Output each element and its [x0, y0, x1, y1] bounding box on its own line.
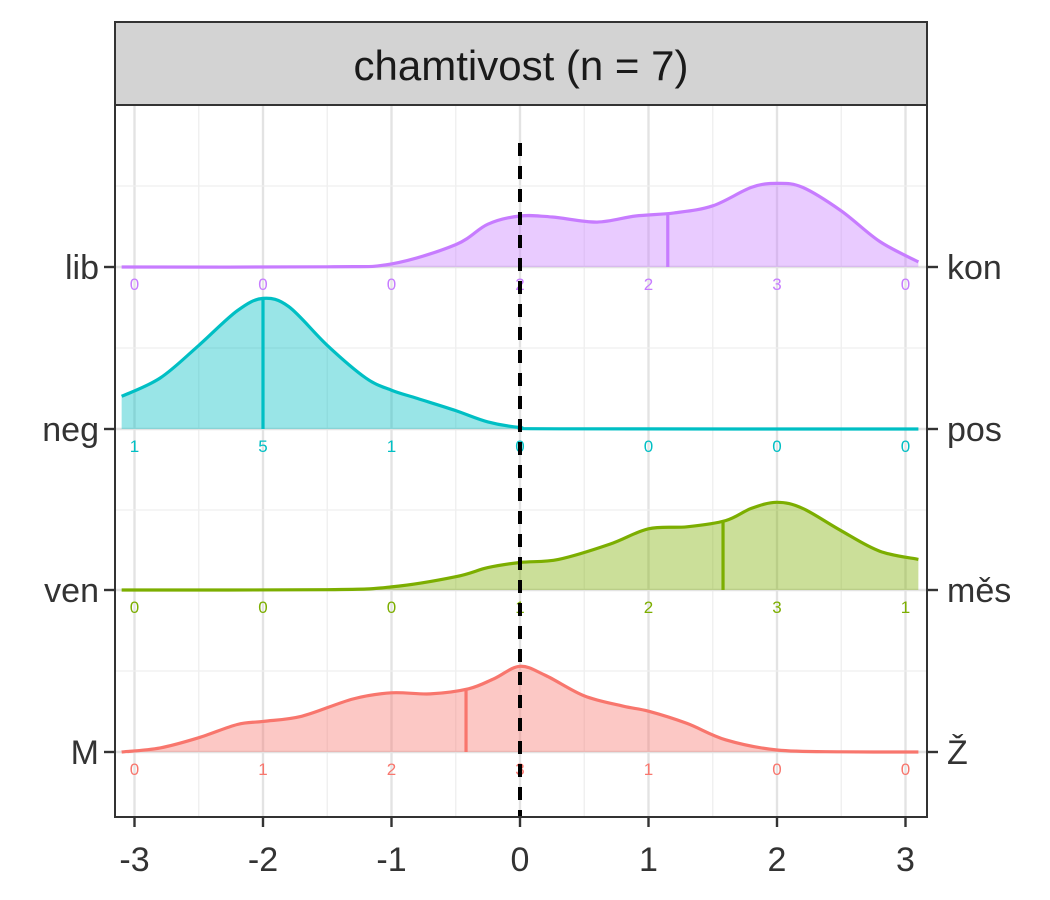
count-label: 0	[387, 275, 396, 294]
y-label-left: neg	[42, 411, 99, 449]
x-tick-label: -2	[248, 841, 278, 879]
ridge-lib: 0002230	[121, 181, 920, 294]
y-label-right: pos	[947, 411, 1002, 449]
density-curve	[121, 500, 919, 592]
density-area	[121, 666, 919, 753]
count-label: 0	[772, 437, 781, 456]
y-label-right: Ž	[947, 734, 968, 772]
x-tick-label: 0	[511, 841, 530, 879]
count-label: 1	[644, 760, 653, 779]
count-label: 0	[901, 760, 910, 779]
x-tick-label: 3	[896, 841, 915, 879]
count-label: 2	[387, 760, 396, 779]
x-tick-label: -3	[119, 841, 149, 879]
count-label: 0	[387, 598, 396, 617]
x-tick-label: 1	[639, 841, 658, 879]
density-area	[121, 502, 919, 590]
x-tick-label: -1	[376, 841, 406, 879]
density-curve	[121, 181, 920, 269]
count-label: 1	[901, 598, 910, 617]
count-label: 0	[901, 275, 910, 294]
count-label: 3	[772, 275, 781, 294]
density-curve	[121, 664, 919, 754]
x-tick-label: 2	[768, 841, 787, 879]
x-axis: -3 -2 -1 0 1 2 3	[119, 817, 915, 879]
y-label-left: lib	[65, 249, 99, 287]
count-label: 0	[130, 598, 139, 617]
y-label-right: měs	[947, 572, 1011, 610]
y-label-left: M	[71, 734, 99, 772]
count-label: 1	[258, 760, 267, 779]
count-label: 0	[258, 598, 267, 617]
count-label: 0	[258, 275, 267, 294]
count-label: 2	[644, 275, 653, 294]
y-label-right: kon	[947, 249, 1002, 287]
count-label: 0	[644, 437, 653, 456]
density-area	[121, 298, 919, 430]
count-label: 5	[258, 437, 267, 456]
count-label: 0	[130, 760, 139, 779]
count-label: 0	[772, 760, 781, 779]
count-label: 1	[130, 437, 139, 456]
strip-title: chamtivost (n = 7)	[354, 42, 689, 89]
count-label: 2	[644, 598, 653, 617]
count-label: 3	[772, 598, 781, 617]
y-label-left: ven	[44, 572, 99, 610]
y-axis: lib kon neg pos ven měs M Ž	[42, 249, 1011, 772]
count-label: 0	[901, 437, 910, 456]
count-label: 0	[130, 275, 139, 294]
count-label: 1	[387, 437, 396, 456]
strip-background	[114, 21, 928, 106]
